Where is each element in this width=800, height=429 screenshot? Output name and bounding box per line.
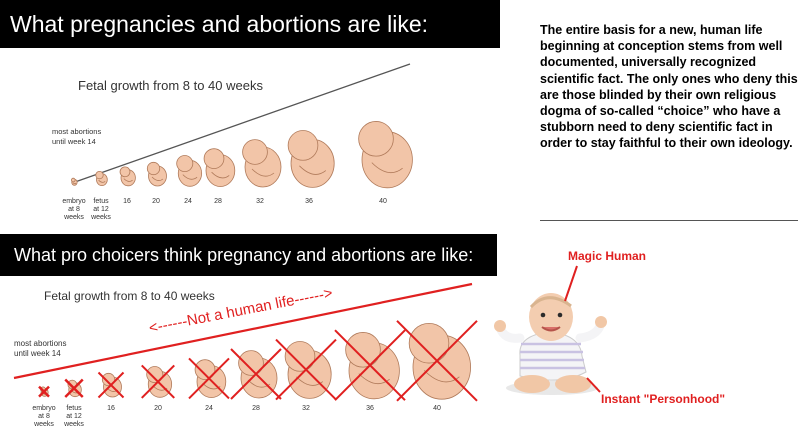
red-cross-0 <box>38 385 50 398</box>
top-tick-line1: 36 <box>305 198 313 205</box>
bottom-tick-line1: 36 <box>366 405 374 412</box>
not-human-annotation: <------Not a human life------> <box>148 285 335 337</box>
bottom-tick-line2: at 12 <box>66 413 82 420</box>
top-tick-line3: weeks <box>64 214 84 221</box>
bottom-tick-label: 24 <box>193 405 225 413</box>
bottom-tick-label: 28 <box>240 405 272 413</box>
divider <box>540 220 798 221</box>
bottom-fetus-7 <box>345 332 400 400</box>
right-paragraph: The entire basis for a new, human life b… <box>540 23 798 151</box>
red-cross-8 <box>396 320 478 402</box>
top-tick-label: 24 <box>172 198 204 206</box>
top-banner: What pregnancies and abortions are like: <box>0 0 500 48</box>
bottom-tick-line3: weeks <box>34 421 54 428</box>
top-tick-line2: at 8 <box>68 206 80 213</box>
red-cross-5 <box>230 348 282 400</box>
top-tick-line2: at 12 <box>93 206 109 213</box>
bottom-tick-line1: fetus <box>66 405 82 412</box>
bottom-fetus-series <box>40 322 471 400</box>
magic-human-arrow <box>564 265 578 302</box>
bottom-tick-label: 40 <box>421 405 453 413</box>
bottom-tick-line3: weeks <box>64 421 84 428</box>
red-cross-6 <box>275 338 337 401</box>
magic-human-label: Magic Human <box>568 249 647 263</box>
top-tick-line1: 32 <box>256 198 264 205</box>
top-tick-label: 40 <box>367 198 399 206</box>
top-tick-label: 36 <box>293 198 325 206</box>
bottom-fetus-8 <box>408 322 471 400</box>
bottom-red-crosses <box>38 320 478 402</box>
bottom-tick-line2: at 8 <box>38 413 50 420</box>
bottom-growth-line <box>13 282 473 380</box>
bottom-banner: What pro choicers think pregnancy and ab… <box>0 234 497 276</box>
bottom-tick-label: fetus at 12 weeks <box>58 405 90 429</box>
top-fetus-1 <box>95 170 108 187</box>
bottom-tick-line1: 20 <box>154 405 162 412</box>
top-fetus-4 <box>176 155 203 187</box>
bottom-tick-line1: embryo <box>32 405 56 412</box>
bottom-tick-label: 20 <box>142 405 174 413</box>
top-tick-label: 28 <box>202 198 234 206</box>
bottom-tick-label: 32 <box>290 405 322 413</box>
top-tick-line1: 16 <box>123 198 131 205</box>
bottom-chart-note-line2: until week 14 <box>14 349 61 358</box>
top-growth-line <box>74 63 411 183</box>
top-tick-line1: embryo <box>62 198 86 205</box>
top-fetus-7 <box>287 130 335 188</box>
bottom-tick-label: 36 <box>354 405 386 413</box>
bottom-chart-title: Fetal growth from 8 to 40 weeks <box>44 289 215 303</box>
top-tick-label: 16 <box>111 198 143 206</box>
red-cross-7 <box>334 329 406 401</box>
red-cross-2 <box>97 371 125 399</box>
bottom-tick-line1: 40 <box>433 405 441 412</box>
bottom-tick-line1: 24 <box>205 405 213 412</box>
top-fetus-series <box>70 121 413 189</box>
top-tick-line1: 20 <box>152 198 160 205</box>
top-tick-label: fetus at 12 weeks <box>85 198 117 222</box>
top-chart-note-line1: most abortions <box>52 127 102 136</box>
bottom-chart-note-line1: most abortions <box>14 339 67 348</box>
top-tick-line1: fetus <box>93 198 109 205</box>
top-fetus-3 <box>146 161 167 187</box>
bottom-tick-line1: 28 <box>252 405 260 412</box>
top-tick-label: 20 <box>140 198 172 206</box>
top-fetus-5 <box>203 148 236 188</box>
top-tick-line1: 24 <box>184 198 192 205</box>
bottom-tick-label: embryo at 8 weeks <box>28 405 60 429</box>
personhood-arrow <box>586 377 601 393</box>
baby-photo <box>494 293 607 395</box>
red-cross-3 <box>141 364 175 399</box>
red-cross-4 <box>188 357 230 400</box>
top-chart-note-line2: until week 14 <box>52 137 96 146</box>
top-tick-line1: 28 <box>214 198 222 205</box>
red-cross-1 <box>64 378 84 398</box>
top-fetus-6 <box>242 139 282 188</box>
top-fetus-0 <box>70 177 78 186</box>
top-fetus-8 <box>358 121 413 189</box>
personhood-label: Instant "Personhood" <box>601 392 726 406</box>
top-tick-line3: weeks <box>91 214 111 221</box>
bottom-tick-line1: 32 <box>302 405 310 412</box>
top-tick-label: embryo at 8 weeks <box>58 198 90 222</box>
bottom-tick-label: 16 <box>95 405 127 413</box>
top-fetus-2 <box>119 166 136 187</box>
top-tick-line1: 40 <box>379 198 387 205</box>
top-tick-label: 32 <box>244 198 276 206</box>
top-chart-title: Fetal growth from 8 to 40 weeks <box>78 78 263 93</box>
bottom-tick-line1: 16 <box>107 405 115 412</box>
